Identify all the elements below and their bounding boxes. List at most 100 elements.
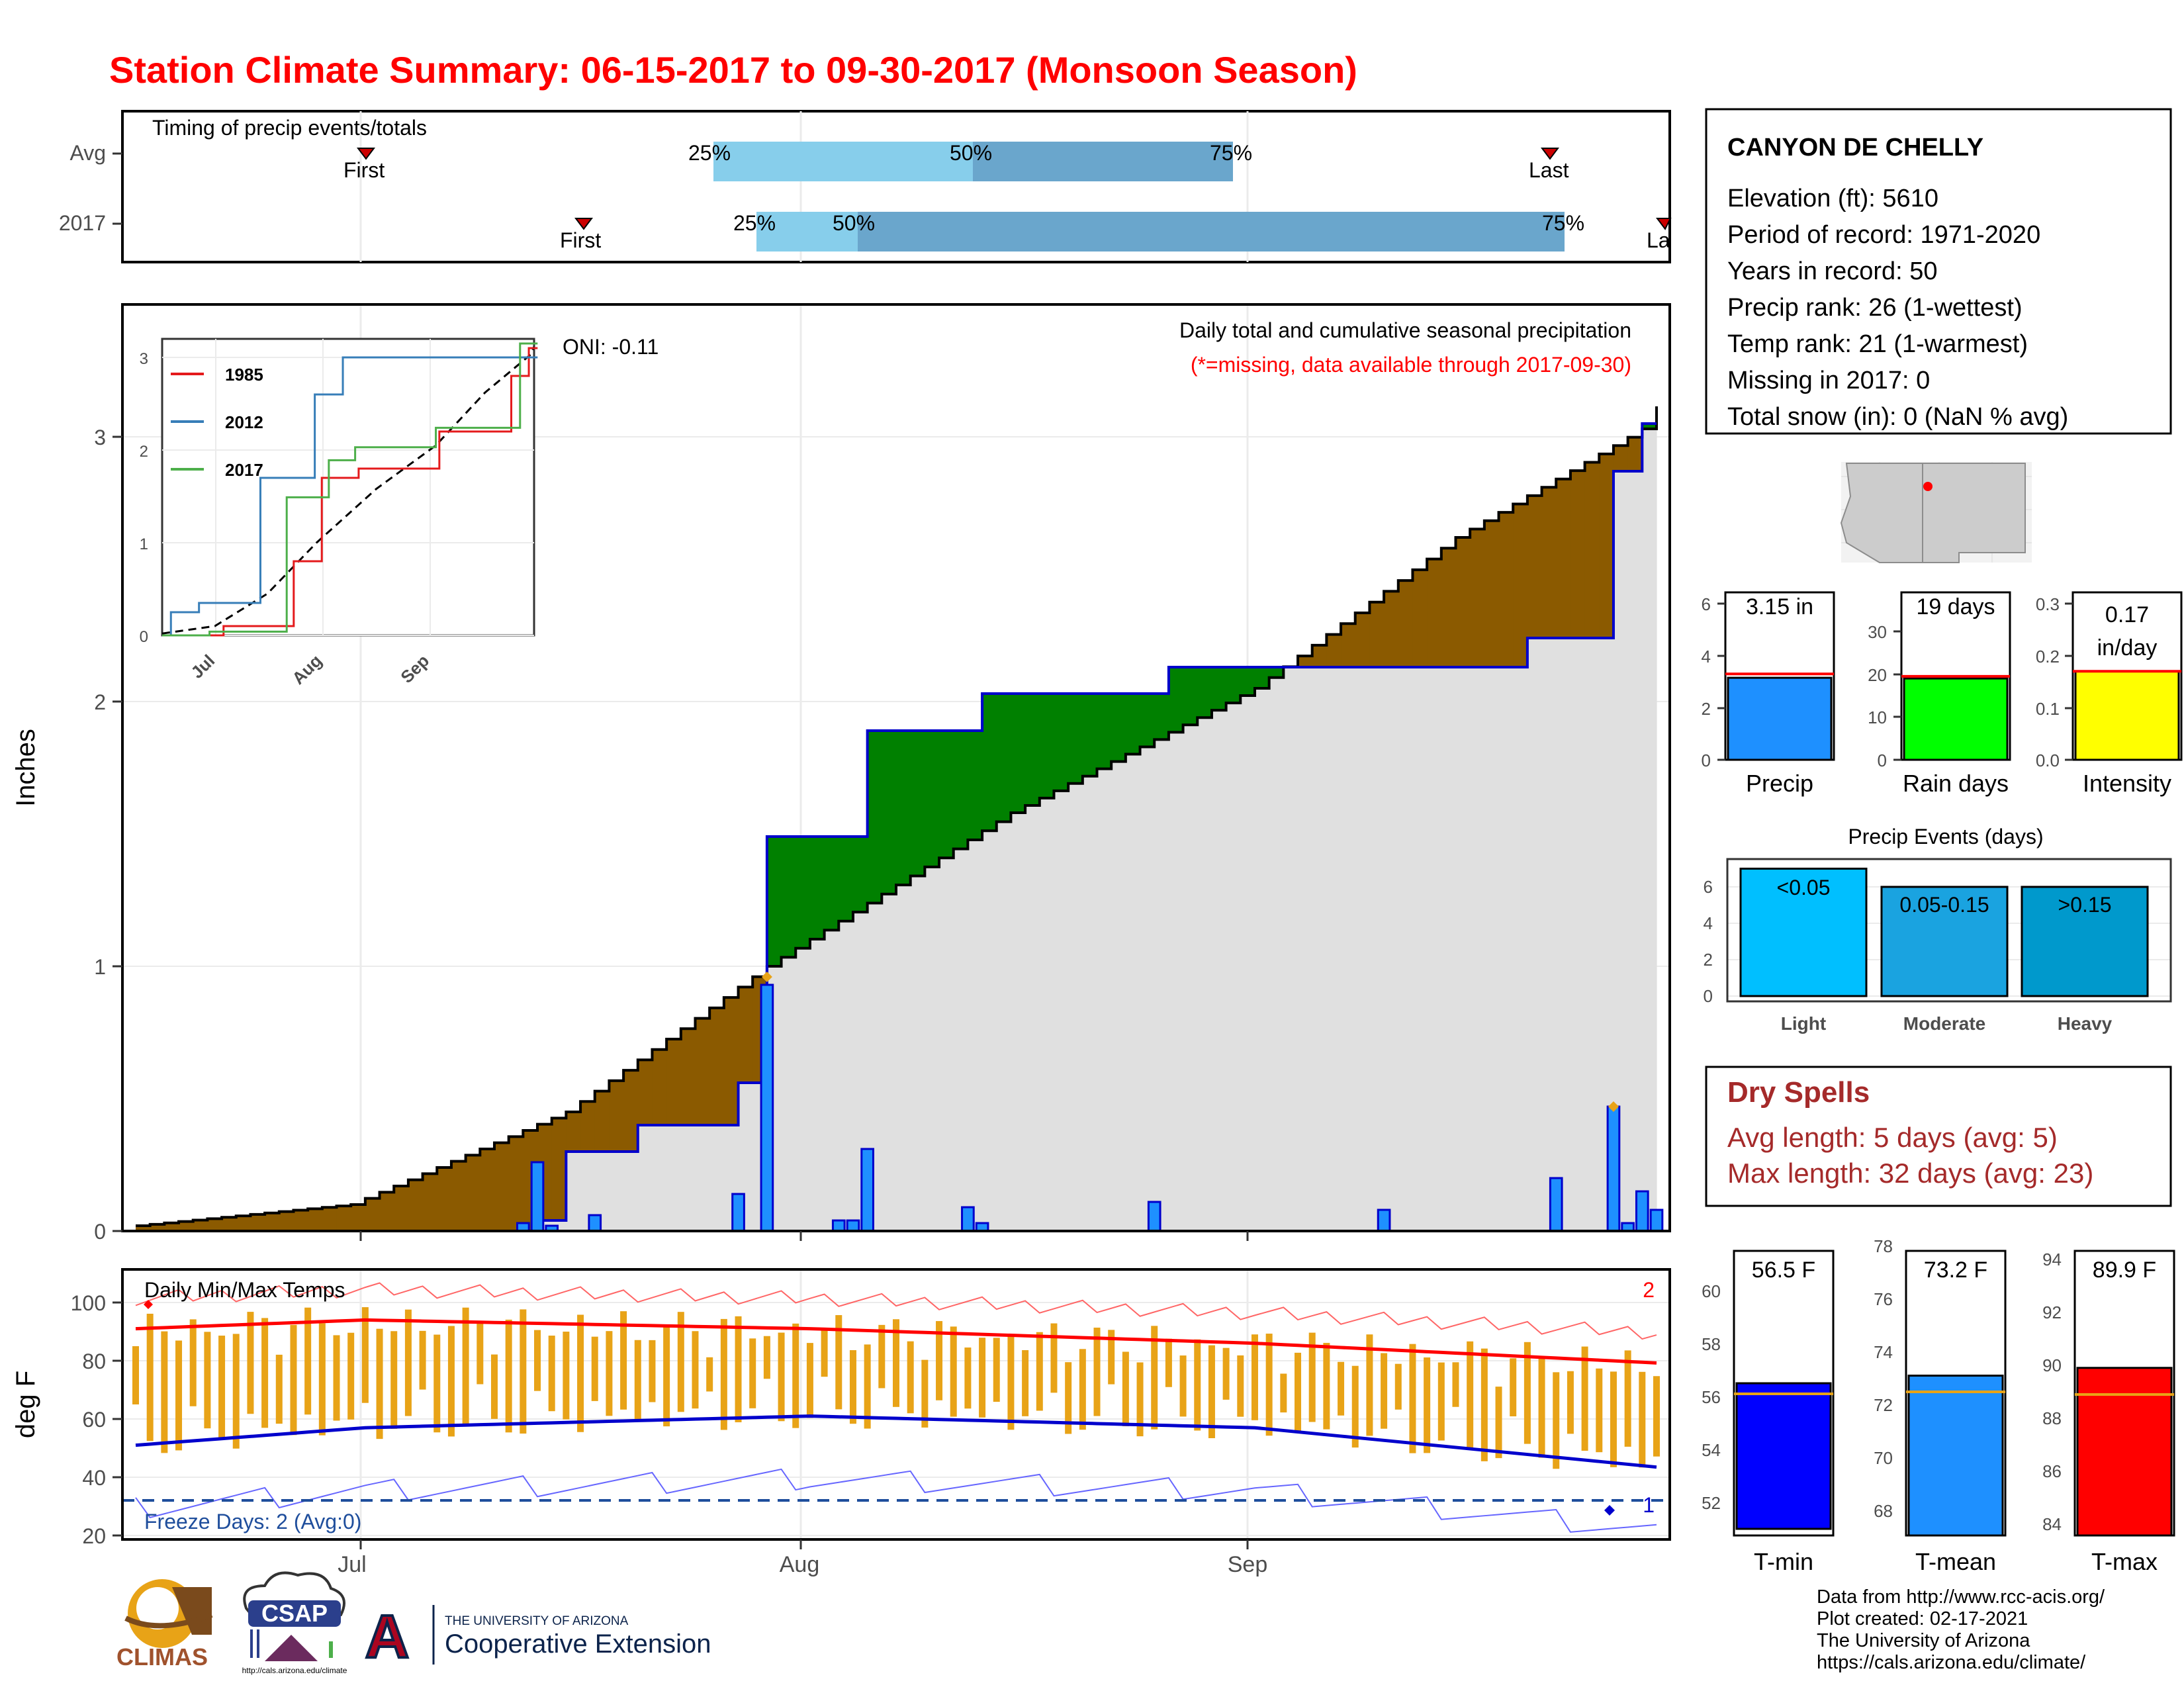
daily-temp-range-bar (849, 1350, 856, 1424)
intensity-unit: in/day (2097, 635, 2158, 661)
observed-area (1197, 717, 1212, 1231)
daily-temp-range-bar (835, 1315, 842, 1410)
rain-days-ytick-10: 10 (1868, 708, 1887, 727)
deficit-area (250, 1214, 265, 1231)
record-precip-marker (761, 972, 772, 982)
observed-area (1470, 667, 1485, 1231)
timing-label: Timing of precip events/totals (152, 116, 427, 140)
surplus-area (1168, 667, 1184, 733)
daily-temp-range-bar (1366, 1334, 1373, 1436)
observed-area (781, 957, 796, 1231)
rain-days-ytick-0: 0 (1878, 751, 1887, 770)
tmean-ytick-72: 72 (1874, 1395, 1893, 1415)
observed-area (1011, 813, 1026, 1231)
daily-temp-range-bar (189, 1319, 197, 1406)
daily-temp-range-bar (763, 1336, 770, 1379)
tmax-bar (2076, 1367, 2173, 1537)
inset-legend-2017: 2017 (225, 460, 263, 480)
observed-area (637, 1125, 653, 1231)
deficit-area (1312, 645, 1327, 667)
temps-ytick-100: 100 (71, 1291, 106, 1315)
daily-precip-bar (1377, 1209, 1391, 1232)
daily-temp-range-bar (1639, 1371, 1646, 1468)
daily-temp-range-bar (1596, 1368, 1603, 1453)
observed-area (1054, 790, 1069, 1231)
daily-temp-range-bar (1467, 1341, 1474, 1449)
timing-avg-p75: 75% (1210, 141, 1252, 165)
daily-temp-range-bar (433, 1334, 441, 1433)
surplus-area (1011, 694, 1026, 813)
surplus-area (796, 837, 811, 948)
daily-temp-range-bar (1280, 1373, 1287, 1413)
daily-temp-range-bar (1079, 1349, 1086, 1430)
daily-temp-range-bar (1308, 1332, 1316, 1422)
observed-area (1556, 638, 1571, 1231)
rain-days-value: 19 days (1916, 594, 1995, 619)
timing-avg-last-marker (1541, 148, 1559, 160)
deficit-area (379, 1192, 394, 1231)
observed-area (1298, 667, 1313, 1231)
intensity-value: 0.17 (2105, 602, 2149, 627)
daily-temp-range-bar (634, 1340, 641, 1420)
deficit-area (193, 1220, 208, 1231)
events-label-moderate: Moderate (1903, 1013, 1985, 1034)
climas-text: CLIMAS (116, 1643, 208, 1670)
analog-years-inset: 1985 2012 2017 0 1 2 3 Jul Aug Sep (140, 338, 538, 688)
daily-temp-range-bar (275, 1354, 283, 1424)
dry-spells-box: Dry Spells Avg length: 5 days (avg: 5) M… (1705, 1066, 2172, 1207)
deficit-area (680, 1028, 696, 1125)
observed-area (796, 948, 811, 1231)
observed-area (996, 821, 1012, 1231)
events-label-light: Light (1781, 1013, 1826, 1034)
daily-temp-range-bar (1065, 1362, 1072, 1434)
observed-area (1584, 638, 1600, 1231)
surplus-area (1054, 694, 1069, 791)
climas-logo: CLIMAS (116, 1579, 213, 1670)
deficit-area (1455, 537, 1471, 667)
temps-ytick-60: 60 (82, 1408, 106, 1432)
csap-logo: CSAP http://cals.arizona.edu/climate (242, 1571, 347, 1675)
surplus-area (1082, 694, 1098, 776)
daily-temp-range-bar (1424, 1357, 1431, 1453)
events-bar-light-text: <0.05 (1777, 876, 1831, 899)
observed-area (1355, 667, 1371, 1231)
footer-credits: Data from http://www.rcc-acis.org/ Plot … (1817, 1586, 2105, 1673)
observed-area (1183, 725, 1198, 1231)
daily-temp-range-bar (1351, 1365, 1359, 1448)
deficit-area (1570, 471, 1586, 638)
daily-temp-range-bar (1108, 1330, 1115, 1385)
deficit-area (1484, 520, 1500, 667)
daily-temp-range-bar (1179, 1355, 1187, 1417)
observed-area (1312, 667, 1327, 1231)
deficit-area (1384, 591, 1399, 667)
timing-2017-last-marker (1656, 218, 1672, 230)
tmin-ytick-58: 58 (1702, 1334, 1721, 1354)
daily-temp-range-bar (1323, 1343, 1330, 1430)
daily-temp-range-bar (1222, 1348, 1230, 1400)
timing-avg-50-75 (973, 142, 1233, 181)
daily-temp-range-bar (735, 1316, 742, 1422)
daily-precip-bar (961, 1206, 975, 1232)
daily-precip-bar (1549, 1177, 1563, 1232)
deficit-area (336, 1206, 351, 1231)
deficit-area (293, 1210, 308, 1231)
precip-panel: 0 1 2 3 Inches ONI: -0.11 Daily total an… (11, 303, 1671, 1244)
daily-precip-bar (1649, 1209, 1664, 1232)
daily-temp-range-bar (1251, 1334, 1258, 1420)
deficit-area (480, 1149, 495, 1231)
locator-map (1840, 462, 2032, 563)
daily-temp-range-bar (950, 1326, 957, 1417)
daily-temp-range-bar (993, 1338, 1000, 1402)
surplus-area (1254, 667, 1270, 688)
daily-temp-range-bar (806, 1343, 813, 1418)
record-min-line (135, 1468, 1657, 1533)
timing-2017-50-75 (858, 212, 1565, 251)
timing-avg-first-marker (357, 148, 375, 160)
footer-plot-created: Plot created: 02-17-2021 (1817, 1608, 2028, 1629)
daily-temp-range-bar (964, 1347, 972, 1409)
rain-days-label: Rain days (1903, 770, 2009, 797)
inset-series-1985 (162, 347, 538, 637)
daily-temp-range-bar (1050, 1323, 1058, 1393)
tmax-ytick-88: 88 (2042, 1408, 2062, 1428)
temps-xtick-jul: Jul (338, 1552, 366, 1577)
